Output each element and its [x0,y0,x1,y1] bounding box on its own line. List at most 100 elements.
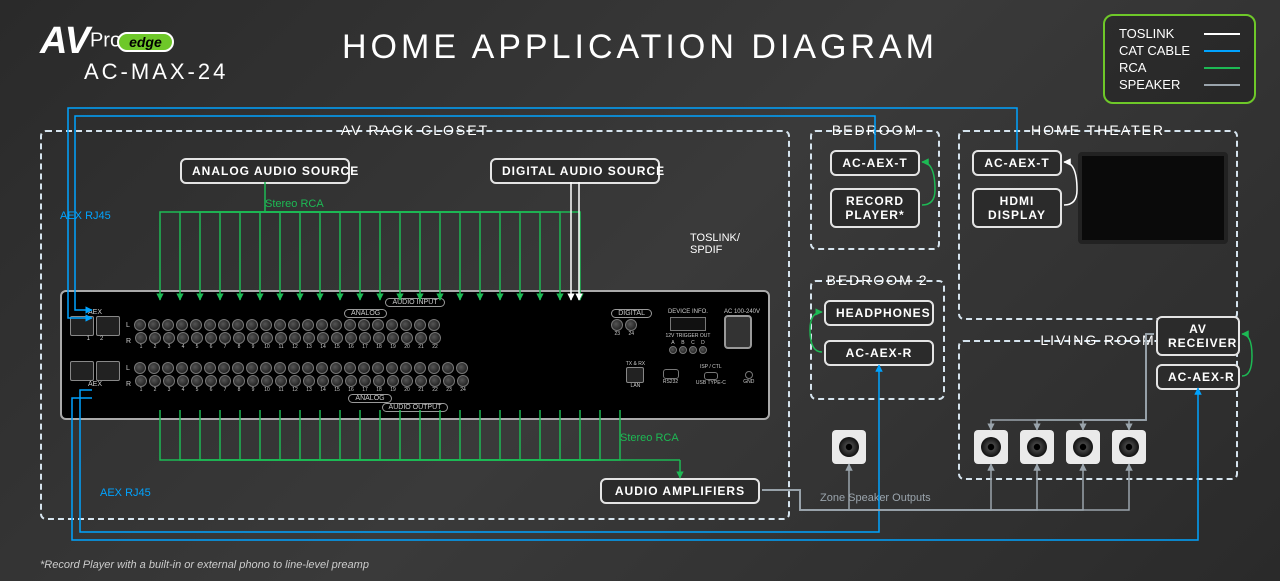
jack [401,332,413,344]
legend-row: CAT CABLE [1119,43,1240,58]
rj45-port [70,316,94,336]
jack [359,375,371,387]
iec-socket-icon [724,315,752,349]
device-analog-out-label: ANALOG [348,394,391,403]
jack [345,375,357,387]
jack [386,362,398,374]
jack [162,319,174,331]
usb-c-port [704,372,718,380]
legend-row: SPEAKER [1119,77,1240,92]
node-bed2_aex_r: AC-AEX-R [824,340,934,366]
jack [387,332,399,344]
jack [288,362,300,374]
jack [414,362,426,374]
jack [177,332,189,344]
jack [669,346,677,354]
jack [400,319,412,331]
jack [611,319,623,331]
jack [176,362,188,374]
jack [247,375,259,387]
jack [457,375,469,387]
device-panel: AUDIO INPUT AEX 1 2 ANALOG L R1234567891… [60,290,770,420]
jack [246,319,258,331]
jack [219,375,231,387]
jack [330,319,342,331]
jack [344,362,356,374]
node-record: RECORD PLAYER* [830,188,920,228]
page-title: HOME APPLICATION DIAGRAM [342,28,938,67]
label-zone_spk: Zone Speaker Outputs [820,492,931,504]
legend-line [1204,33,1240,35]
jack [303,332,315,344]
jack [372,362,384,374]
jack [358,319,370,331]
label-toslink_spdif: TOSLINK/ SPDIF [690,232,740,256]
device-aex-label-top: AEX [70,309,120,316]
device-aex-label-bottom: AEX [70,381,120,388]
jack [275,332,287,344]
jack [190,362,202,374]
node-headphones: HEADPHONES [824,300,934,326]
jack [303,375,315,387]
jack [246,362,258,374]
logo-model: AC-MAX-24 [84,59,228,85]
jack [288,319,300,331]
rj45-port [96,316,120,336]
jack [233,375,245,387]
jack [387,375,399,387]
jack [163,375,175,387]
jack [373,332,385,344]
jack [218,362,230,374]
node-amplifiers: AUDIO AMPLIFIERS [600,478,760,504]
jack [135,332,147,344]
jack [345,332,357,344]
jack [429,332,441,344]
jack [135,375,147,387]
device-info-label: DEVICE INFO. [658,309,718,315]
jack [247,332,259,344]
jack [261,375,273,387]
node-th_aex_t: AC-AEX-T [972,150,1062,176]
jack [232,362,244,374]
jack [204,362,216,374]
legend-line [1204,84,1240,86]
device-ctl-label: ISP / CTL [696,364,726,370]
jack [317,332,329,344]
device-audio-input-label: AUDIO INPUT [385,298,444,307]
jack [344,319,356,331]
label-aex_rj45_bot: AEX RJ45 [100,487,151,499]
jack [204,319,216,331]
device-txrx-label: TX & RX [626,361,645,367]
legend-label: TOSLINK [1119,26,1174,41]
jack [289,375,301,387]
logo-av: AV [40,20,90,62]
legend-line [1204,67,1240,69]
legend-row: RCA [1119,60,1240,75]
device-power-label: AC 100-240V [724,309,760,315]
jack [316,362,328,374]
jack [373,375,385,387]
jack [274,362,286,374]
speaker-2 [1020,430,1054,464]
device-digital-label: DIGITAL [611,309,652,318]
jack [177,375,189,387]
jack [699,346,707,354]
jack [261,332,273,344]
speaker-3 [1066,430,1100,464]
node-digital_src: DIGITAL AUDIO SOURCE [490,158,660,184]
device-lan-label: LAN [626,383,645,389]
node-liv_aex_r: AC-AEX-R [1156,364,1240,390]
jack [456,362,468,374]
legend-label: SPEAKER [1119,77,1180,92]
node-hdmi: HDMI DISPLAY [972,188,1062,228]
device-display-icon [670,317,706,331]
rj45-port [70,361,94,381]
device-usb-label: USB TYPE-C [696,380,726,386]
jack [331,375,343,387]
zone-label: BEDROOM 2 [818,272,936,288]
node-av_receiver: AV RECEIVER [1156,316,1240,356]
speaker-0 [832,430,866,464]
footnote: *Record Player with a built-in or extern… [40,559,369,571]
rs232-port [663,369,679,379]
jack [415,332,427,344]
